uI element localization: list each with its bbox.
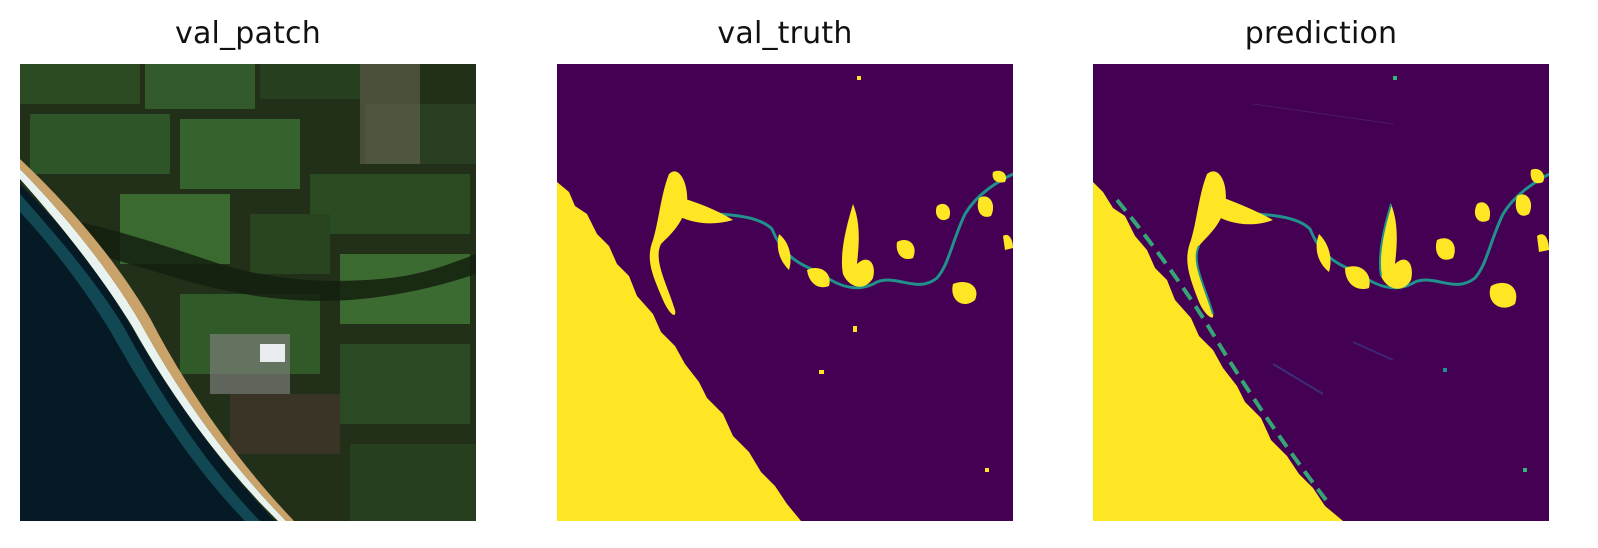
val-patch-image <box>20 64 476 521</box>
panel-title-val-patch: val_patch <box>175 16 321 51</box>
panel-title-prediction: prediction <box>1244 16 1398 51</box>
prediction-mask <box>1093 64 1549 521</box>
panel-title-val-truth: val_truth <box>717 16 853 51</box>
val-truth-mask <box>557 64 1013 521</box>
